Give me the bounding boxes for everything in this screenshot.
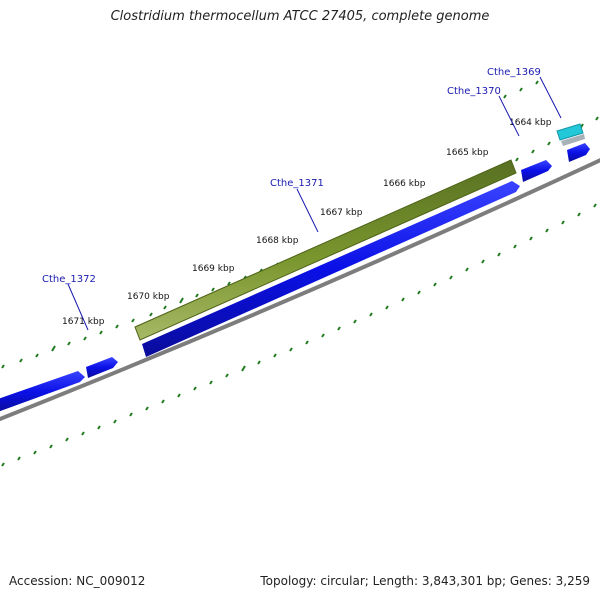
ruler-ticks-upper-small bbox=[503, 80, 539, 99]
ruler-label: 1668 kbp bbox=[256, 236, 299, 246]
cds-feature-left[interactable] bbox=[0, 371, 85, 413]
ruler-label: 1667 kbp bbox=[320, 208, 363, 218]
cds-feature-cthe-1372[interactable] bbox=[86, 357, 118, 378]
map-title: Clostridium thermocellum ATCC 27405, com… bbox=[110, 9, 490, 24]
ruler-label: 1671 kbp bbox=[62, 317, 105, 327]
gene-label-cthe-1372[interactable]: Cthe_1372 bbox=[42, 274, 96, 285]
cds-feature-long[interactable] bbox=[142, 181, 520, 357]
ruler-label: 1670 kbp bbox=[127, 292, 170, 302]
ruler-label: 1664 kbp bbox=[509, 118, 552, 128]
gene-label-cthe-1371[interactable]: Cthe_1371 bbox=[270, 178, 324, 189]
accession-text: Accession: NC_009012 bbox=[9, 574, 146, 588]
feature-cthe-1369[interactable] bbox=[556, 123, 584, 141]
cds-feature-cthe-1370[interactable] bbox=[521, 160, 552, 182]
gene-label-cthe-1370[interactable]: Cthe_1370 bbox=[447, 86, 501, 97]
gene-label-cthe-1369[interactable]: Cthe_1369 bbox=[487, 67, 541, 78]
gene-feature-cthe-1371[interactable] bbox=[134, 159, 517, 341]
ruler-labels: 1671 kbp 1670 kbp 1669 kbp 1668 kbp 1667… bbox=[62, 118, 552, 327]
genome-summary-text: Topology: circular; Length: 3,843,301 bp… bbox=[260, 574, 590, 588]
cds-feature-right[interactable] bbox=[567, 143, 590, 162]
ruler-ticks-upper bbox=[1, 116, 599, 369]
ruler-ticks-lower bbox=[1, 203, 597, 467]
feature-cthe-1369-marker[interactable] bbox=[561, 134, 585, 146]
gene-label-leaders bbox=[67, 76, 562, 331]
ruler-label: 1665 kbp bbox=[446, 148, 489, 158]
ruler-label: 1669 kbp bbox=[192, 264, 235, 274]
genome-backbone bbox=[0, 158, 600, 422]
ruler-label: 1666 kbp bbox=[383, 179, 426, 189]
